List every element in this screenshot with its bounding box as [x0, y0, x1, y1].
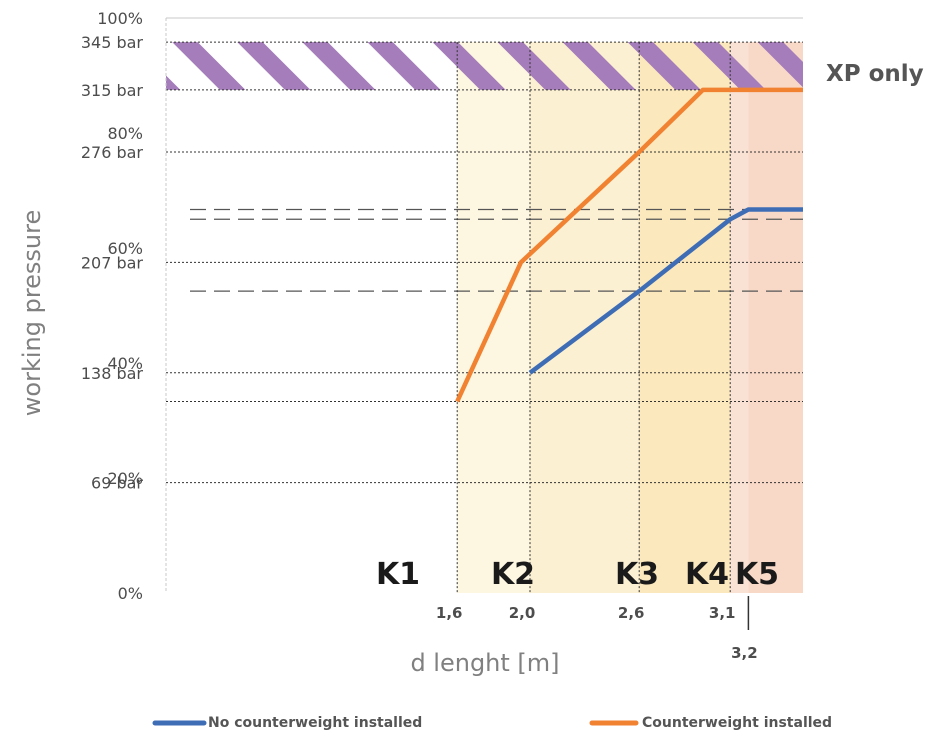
series-layer: [455, 87, 803, 403]
y-axis-title: working pressure: [18, 210, 46, 416]
zone-labels-layer: K1 K2 K3 K4 K5: [376, 557, 779, 592]
y-tick-label: 315 bar: [81, 81, 144, 100]
zone-k3: [639, 42, 731, 593]
y-tick-label: 345 bar: [81, 33, 144, 52]
zone-label-k3: K3: [615, 557, 659, 592]
y-tick-label: 60%: [107, 239, 143, 258]
y-tick-label: 40%: [107, 354, 143, 373]
y-tick-label: 0%: [118, 584, 143, 603]
series-line-counterweight: [455, 87, 803, 403]
y-tick-label: 20%: [107, 469, 143, 488]
zones-layer: [457, 42, 803, 593]
y-tick-label: 276 bar: [81, 143, 144, 162]
series-line-no-counterweight: [528, 207, 803, 375]
xp-band-layer: [166, 42, 803, 90]
legend-label-no-counterweight: No counterweight installed: [208, 715, 422, 731]
x-axis-title: d lenght [m]: [410, 649, 559, 677]
xp-only-label: XP only: [826, 61, 924, 87]
y-tick-label: 100%: [97, 9, 143, 28]
y-tick-label: 138 bar: [81, 364, 144, 383]
legend-label-counterweight: Counterweight installed: [642, 715, 832, 731]
gridlines-layer: [166, 41, 803, 593]
zone-k5: [748, 42, 803, 593]
y-tick-label: 80%: [107, 124, 143, 143]
x-tick-label: 3,1: [709, 604, 736, 622]
x-tick-label: 3,2: [731, 644, 758, 662]
y-tick-label: 207 bar: [81, 253, 144, 272]
zone-label-k2: K2: [491, 557, 535, 592]
x-tick-label: 2,0: [509, 604, 536, 622]
y-tick-label: 69 bar: [91, 474, 143, 493]
legend: No counterweight installed Counterweight…: [152, 715, 832, 731]
zone-label-k4: K4: [685, 557, 729, 592]
tick-labels-layer: 100% 345 bar 315 bar 80%276 bar 60%207 bar 40…: [81, 9, 758, 662]
x-tick-label: 2,6: [618, 604, 645, 622]
x-tick-label: 1,6: [436, 604, 463, 622]
zone-label-k1: K1: [376, 557, 420, 592]
zone-k2: [530, 42, 640, 593]
zone-k4: [730, 42, 749, 593]
xp-band: [166, 42, 803, 90]
axes-layer: [165, 17, 803, 630]
zone-label-k5: K5: [735, 557, 779, 592]
